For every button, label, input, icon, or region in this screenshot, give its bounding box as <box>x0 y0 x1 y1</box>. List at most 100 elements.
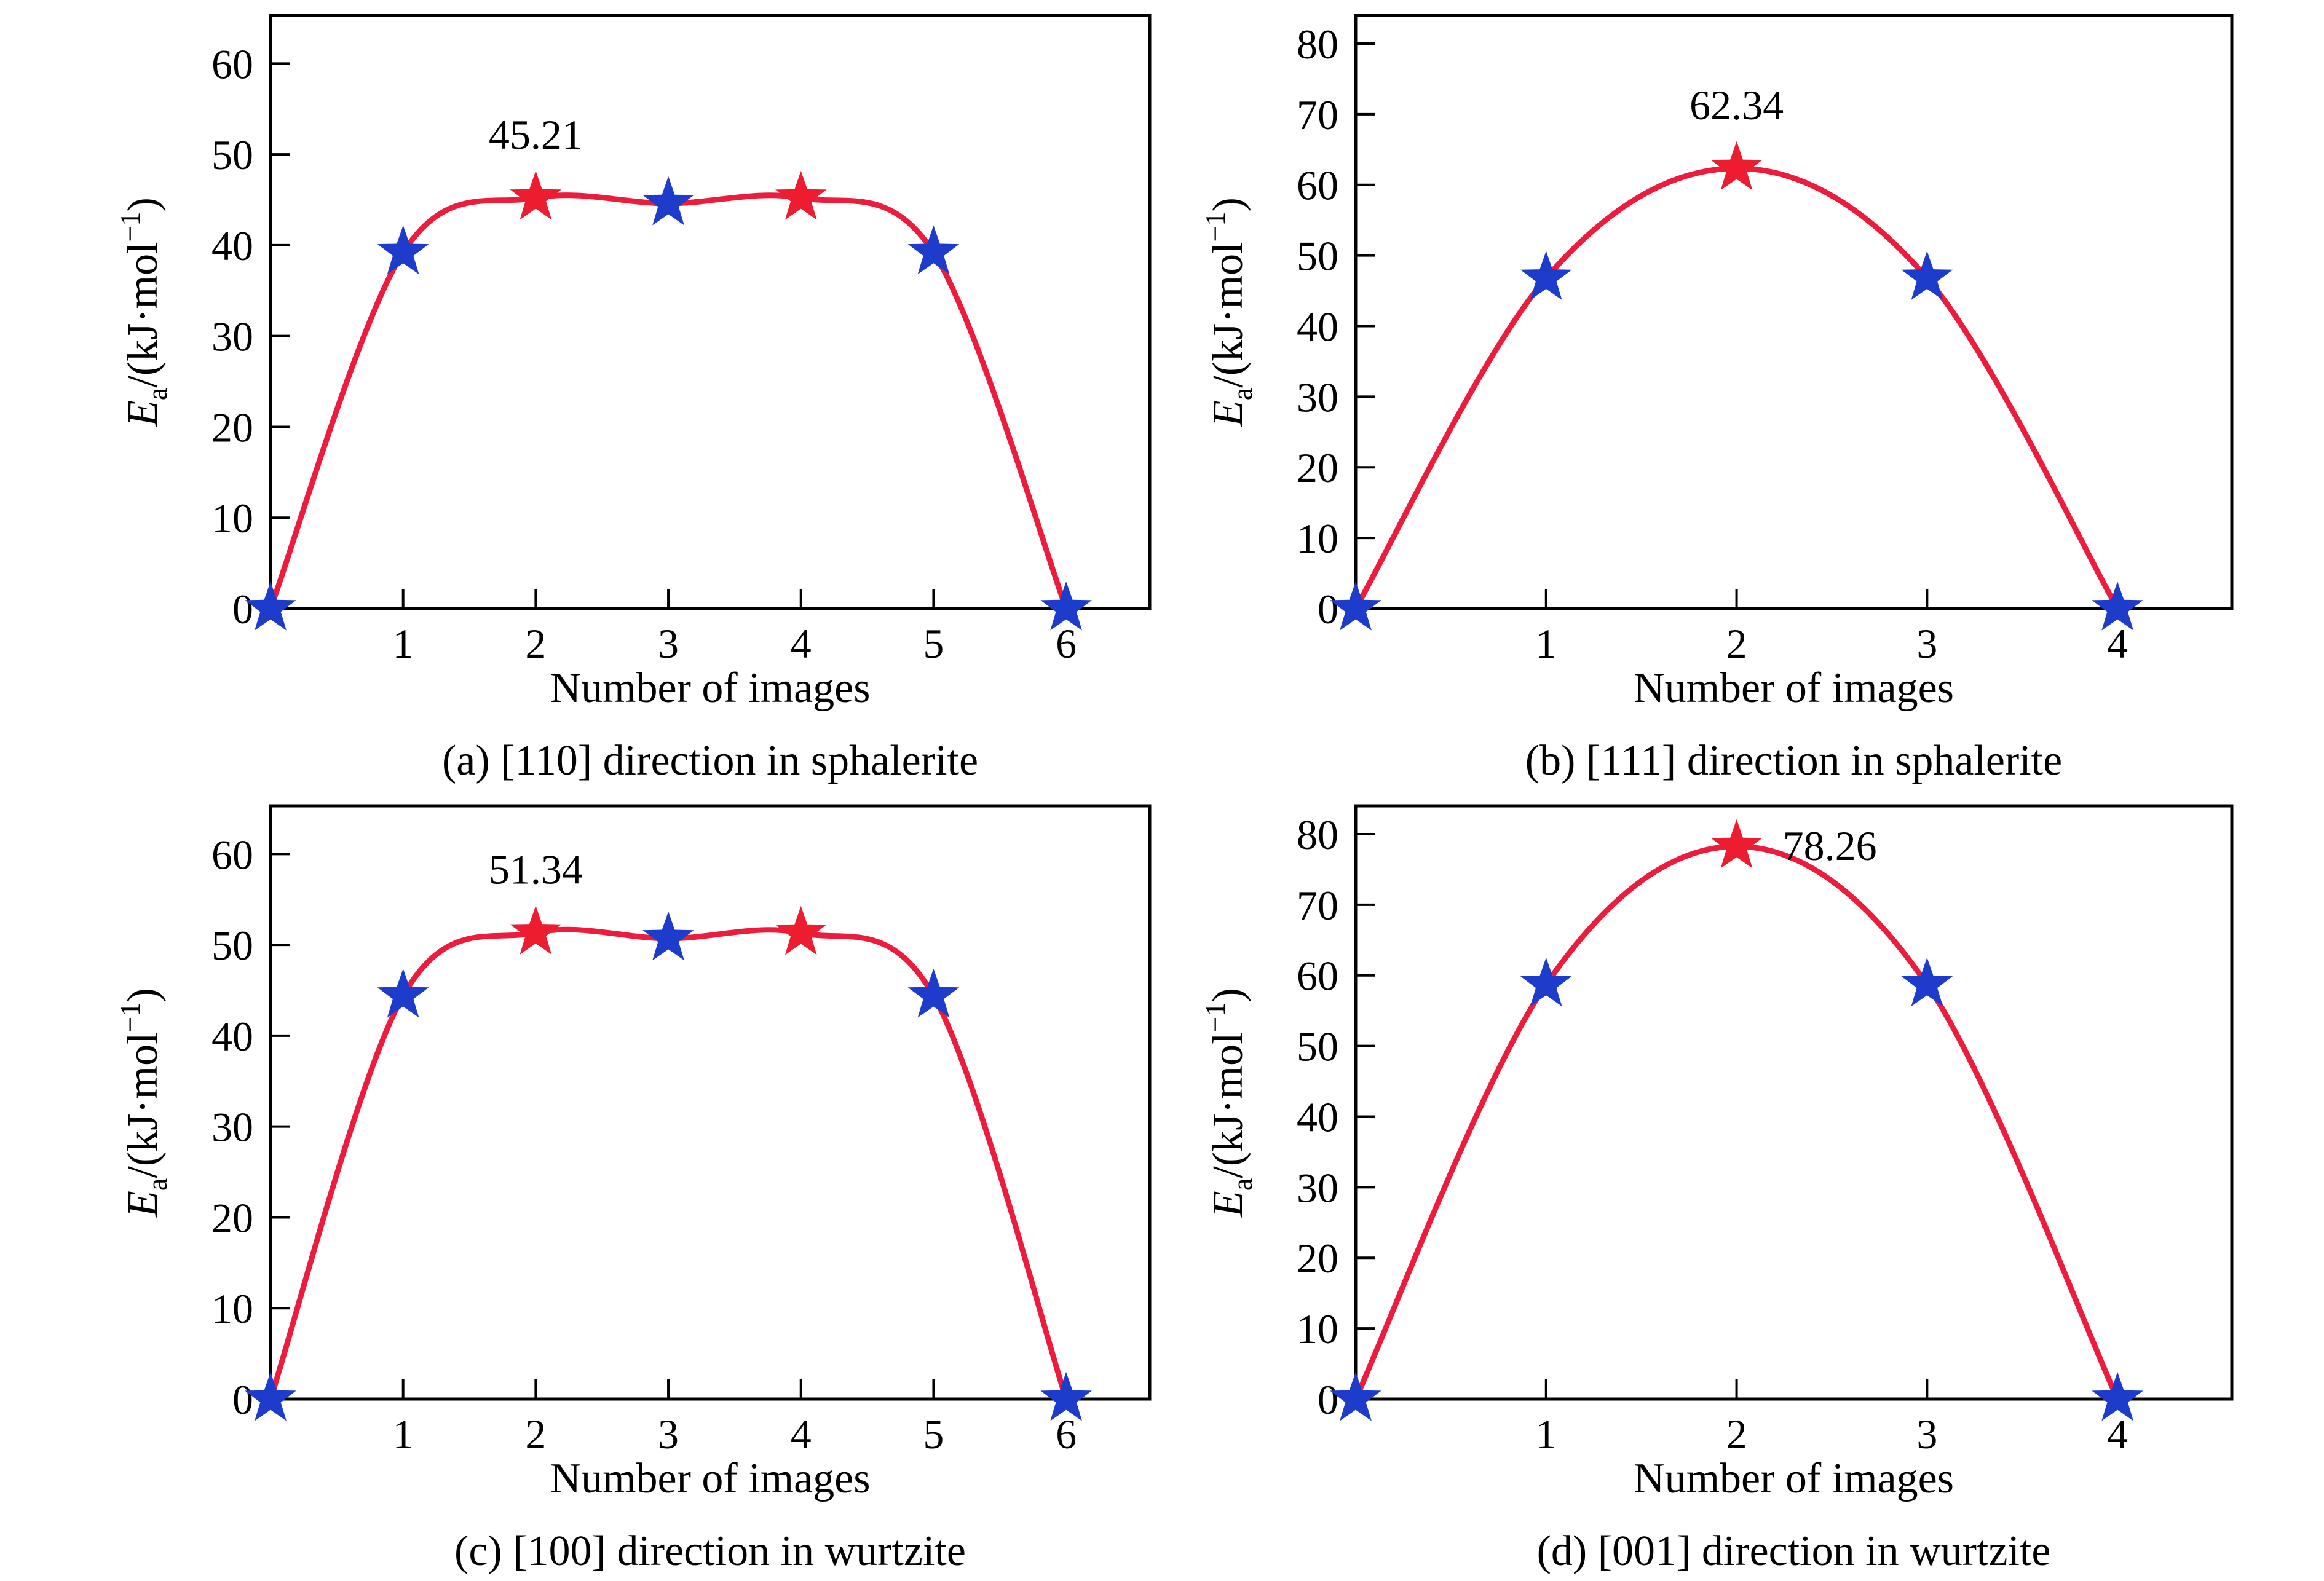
y-tick-label: 20 <box>211 404 253 451</box>
x-tick-label: 4 <box>2107 1411 2128 1457</box>
peak-value-label: 51.34 <box>489 846 583 893</box>
x-tick-label: 5 <box>923 620 944 667</box>
y-tick-label: 50 <box>1297 233 1338 280</box>
data-point-star-blue <box>377 225 429 275</box>
y-tick-label: 40 <box>1297 303 1338 350</box>
y-axis-label: Ea/(kJ·mol−1) <box>114 197 173 427</box>
x-axis-label: Number of images <box>1634 664 1954 712</box>
x-axis-label: Number of images <box>1634 1455 1954 1502</box>
y-tick-label: 0 <box>1318 586 1338 633</box>
chart-panel-a: 1 2 3 4 5 6 0 10 20 30 40 50 60 45.21 Number of images… <box>0 0 1162 790</box>
x-tick-label: 1 <box>1536 1411 1557 1457</box>
data-point-star-red <box>510 905 562 955</box>
y-tick-label: 20 <box>211 1194 253 1241</box>
x-tick-label: 2 <box>1726 620 1747 667</box>
subplot-caption: (d) [001] direction in wurtzite <box>1537 1528 2051 1575</box>
x-tick-label: 2 <box>525 1411 546 1457</box>
y-tick-label: 80 <box>1297 21 1338 68</box>
y-tick-label: 60 <box>1297 162 1338 209</box>
subplot-caption: (a) [110] direction in sphalerite <box>442 737 978 784</box>
chart-panel-d: 1 2 3 4 0 10 20 30 40 50 60 70 80 78.26 Number of imag… <box>1162 790 2324 1581</box>
energy-curve <box>1353 843 2120 1402</box>
x-tick-label: 4 <box>791 620 812 667</box>
data-point-star-red <box>510 170 562 220</box>
data-point-star-blue <box>377 968 429 1018</box>
energy-curve <box>1353 165 2120 612</box>
x-tick-label: 1 <box>393 1411 414 1457</box>
y-tick-label: 10 <box>211 1285 253 1332</box>
y-tick-label: 30 <box>211 1104 253 1151</box>
chart-panel-b: 1 2 3 4 0 10 20 30 40 50 60 70 80 62.34 Number of imag… <box>1162 0 2324 790</box>
data-point-star-blue <box>1901 251 1953 300</box>
y-tick-label: 0 <box>1318 1376 1338 1423</box>
y-tick-label: 30 <box>211 313 253 360</box>
x-tick-label: 4 <box>791 1411 812 1457</box>
y-tick-label: 40 <box>211 1013 253 1060</box>
data-point-star-blue <box>245 1372 296 1421</box>
x-tick-label: 3 <box>1916 620 1937 667</box>
y-tick-label: 40 <box>211 223 253 269</box>
x-tick-label: 1 <box>1536 620 1557 667</box>
x-tick-label: 6 <box>1056 620 1077 667</box>
data-point-star-red <box>775 171 827 220</box>
peak-value-label: 45.21 <box>489 111 583 158</box>
y-tick-label: 0 <box>232 1376 253 1423</box>
plot-frame <box>1354 14 2234 610</box>
y-tick-label: 50 <box>211 922 253 969</box>
data-point-star-blue <box>642 911 694 961</box>
data-point-star-blue <box>1901 957 1953 1007</box>
data-point-star-blue <box>245 582 296 631</box>
x-tick-label: 3 <box>658 620 679 667</box>
x-tick-label: 4 <box>2107 620 2128 667</box>
plot-frame <box>269 804 1152 1401</box>
x-tick-label: 2 <box>525 620 546 667</box>
y-tick-label: 60 <box>1297 953 1338 999</box>
y-axis-label: Ea/(kJ·mol−1) <box>114 988 173 1218</box>
data-point-star-blue <box>2092 1372 2143 1421</box>
y-tick-label: 60 <box>211 831 253 878</box>
y-axis-label: Ea/(kJ·mol−1) <box>1200 988 1258 1218</box>
y-tick-label: 20 <box>1297 444 1338 491</box>
x-tick-label: 3 <box>658 1411 679 1457</box>
x-tick-label: 5 <box>923 1411 944 1457</box>
y-tick-label: 10 <box>1297 515 1338 562</box>
y-tick-label: 50 <box>1297 1023 1338 1070</box>
data-point-star-blue <box>1520 957 1572 1007</box>
peak-value-label: 62.34 <box>1690 82 1784 128</box>
y-tick-label: 20 <box>1297 1235 1338 1282</box>
subplot-caption: (b) [111] direction in sphalerite <box>1525 737 2062 784</box>
data-point-star-blue <box>1520 251 1572 300</box>
y-tick-label: 30 <box>1297 1164 1338 1211</box>
y-tick-label: 70 <box>1297 92 1338 138</box>
data-point-star-blue <box>1330 582 1381 631</box>
data-point-star-blue <box>1040 1372 1092 1421</box>
energy-curve <box>267 192 1069 612</box>
y-tick-label: 80 <box>1297 811 1338 858</box>
data-point-star-red <box>1710 141 1763 191</box>
y-tick-label: 0 <box>232 586 253 633</box>
x-axis-label: Number of images <box>550 664 871 712</box>
y-axis-label: Ea/(kJ·mol−1) <box>1200 197 1258 427</box>
y-tick-label: 10 <box>211 495 253 542</box>
data-point-star-blue <box>1330 1372 1381 1421</box>
peak-value-label: 78.26 <box>1783 822 1877 869</box>
y-tick-label: 60 <box>211 41 253 87</box>
x-tick-label: 3 <box>1916 1411 1937 1457</box>
y-tick-label: 10 <box>1297 1306 1338 1352</box>
y-tick-label: 50 <box>211 132 253 178</box>
x-tick-label: 1 <box>393 620 414 667</box>
data-point-star-blue <box>2092 582 2143 631</box>
y-tick-label: 30 <box>1297 374 1338 420</box>
x-tick-label: 2 <box>1726 1411 1747 1457</box>
data-point-star-blue <box>907 968 960 1018</box>
energy-curve <box>267 926 1069 1402</box>
y-tick-label: 40 <box>1297 1094 1338 1140</box>
x-tick-label: 6 <box>1056 1411 1077 1457</box>
data-point-star-red <box>1710 819 1763 869</box>
x-axis-label: Number of images <box>550 1455 871 1502</box>
plot-frame <box>1354 804 2234 1401</box>
